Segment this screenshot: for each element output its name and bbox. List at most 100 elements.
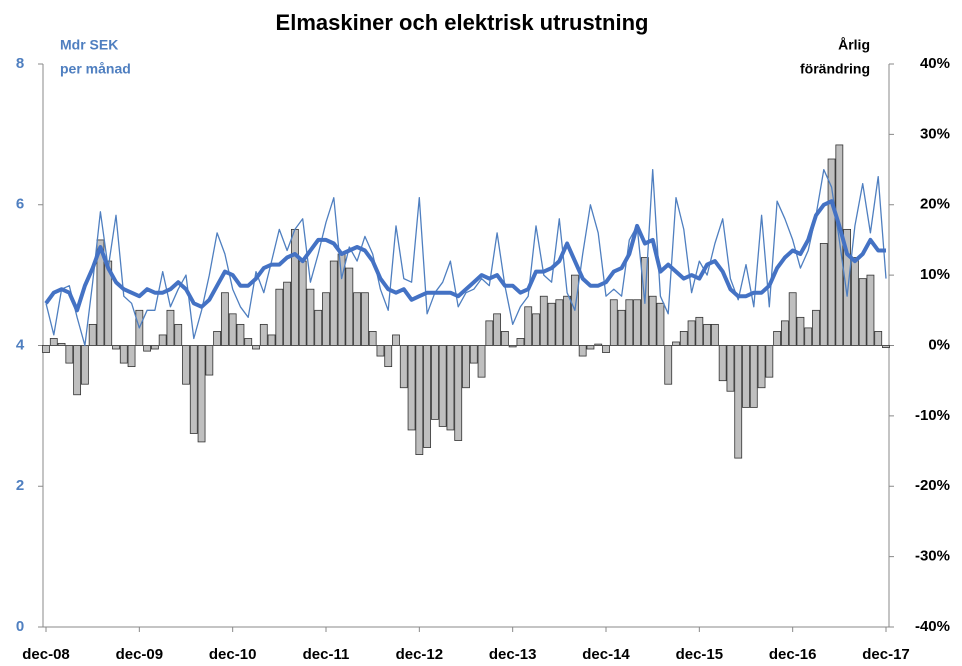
bar — [633, 299, 642, 346]
y-tick-label: 0 — [16, 618, 24, 635]
bar — [407, 345, 416, 431]
bar — [368, 331, 377, 346]
line — [45, 168, 887, 347]
bar — [563, 295, 572, 346]
bar — [882, 345, 890, 349]
y-axis-title: Mdr SEK — [60, 37, 118, 53]
bar — [524, 306, 533, 346]
bar — [42, 345, 50, 353]
bar — [127, 345, 136, 368]
bar — [679, 331, 688, 346]
bar — [57, 342, 66, 346]
bar — [625, 299, 634, 346]
bar — [174, 323, 183, 346]
bar — [244, 338, 253, 346]
bar — [267, 334, 276, 346]
y2-tick-label: 10% — [920, 266, 950, 283]
x-tick-label: dec-08 — [22, 646, 70, 663]
y-tick-label: 4 — [16, 336, 25, 353]
bar — [205, 345, 214, 376]
bar — [578, 345, 587, 357]
y2-tick-label: -10% — [915, 407, 950, 424]
bar — [88, 323, 97, 346]
x-tick-label: dec-15 — [676, 646, 724, 663]
bar — [508, 345, 517, 348]
bar — [65, 345, 74, 364]
bar — [298, 260, 307, 346]
y2-tick-label: 20% — [920, 196, 950, 213]
x-tick-label: dec-09 — [116, 646, 164, 663]
chart-title: Elmaskiner och elektrisk utrustning — [276, 10, 649, 35]
y2-tick-label: -20% — [915, 477, 950, 494]
bar — [780, 320, 789, 346]
bar — [314, 309, 323, 346]
bar — [228, 313, 237, 346]
bar — [345, 267, 354, 346]
bar — [112, 345, 120, 350]
x-tick-label: dec-13 — [489, 646, 537, 663]
y-tick-label: 6 — [16, 196, 24, 213]
bar — [415, 345, 424, 455]
bar — [742, 345, 750, 408]
bar — [197, 345, 206, 443]
bar — [143, 345, 152, 352]
bar — [446, 345, 455, 431]
x-tick-label: dec-16 — [769, 646, 817, 663]
bar — [306, 288, 315, 346]
bar — [710, 323, 719, 346]
bar — [656, 302, 665, 346]
bar — [594, 343, 603, 346]
bar — [819, 243, 828, 346]
bar — [874, 331, 883, 346]
bar — [788, 292, 797, 346]
bar — [283, 281, 292, 346]
y-tick-label: 2 — [16, 477, 24, 494]
bar — [438, 345, 447, 427]
bar — [182, 345, 190, 385]
bar — [353, 292, 362, 346]
y2-tick-label: 40% — [920, 55, 950, 72]
bar — [322, 292, 330, 346]
y2-tick-label: 30% — [920, 125, 950, 142]
y-axis-title: per månad — [60, 61, 131, 77]
bar — [493, 313, 502, 346]
bar — [150, 345, 159, 350]
bar — [866, 274, 875, 346]
bar — [827, 158, 836, 346]
bar — [462, 345, 470, 389]
bar — [469, 345, 478, 364]
bar — [765, 345, 774, 378]
bar — [734, 345, 743, 459]
bar — [539, 295, 548, 346]
bar — [718, 345, 727, 382]
bar — [843, 228, 852, 346]
bar — [485, 320, 494, 346]
bar — [454, 345, 463, 441]
bar — [812, 309, 820, 346]
bar — [96, 239, 105, 346]
bar — [236, 323, 245, 346]
bar — [602, 345, 610, 353]
bar — [547, 302, 556, 346]
bar — [213, 331, 222, 346]
bar — [290, 228, 299, 346]
bar — [423, 345, 432, 448]
bar — [835, 144, 844, 346]
bar — [757, 345, 766, 389]
bar — [664, 345, 673, 385]
y2-tick-label: 0% — [928, 336, 950, 353]
bar — [220, 292, 229, 346]
x-tick-label: dec-14 — [582, 646, 630, 663]
bar — [119, 345, 128, 364]
bar — [477, 345, 486, 378]
bar — [672, 341, 680, 346]
bar — [360, 292, 369, 346]
bar — [555, 299, 564, 346]
bar — [773, 331, 782, 346]
bar — [804, 327, 813, 346]
bar — [49, 338, 58, 346]
bar — [430, 345, 439, 420]
bar — [586, 345, 595, 350]
bar — [275, 288, 284, 346]
